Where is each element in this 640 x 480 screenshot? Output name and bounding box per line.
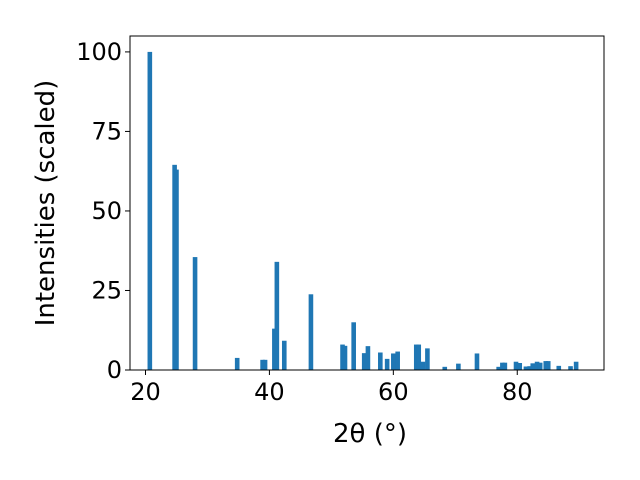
bar (545, 361, 551, 370)
bar (568, 366, 573, 370)
bar (342, 345, 348, 370)
bar (308, 294, 314, 370)
bar (420, 361, 426, 370)
bar (474, 353, 480, 370)
bar (543, 361, 549, 370)
x-tick-label: 40 (254, 378, 285, 406)
bar (534, 361, 540, 370)
bar (517, 363, 523, 370)
y-tick-label: 25 (91, 276, 122, 304)
bar (502, 362, 508, 370)
bar (174, 169, 179, 370)
bar (527, 366, 532, 370)
y-axis-label: Intensities (scaled) (31, 80, 61, 327)
y-tick-label: 50 (91, 197, 122, 225)
bar (556, 365, 562, 370)
bar (340, 344, 345, 370)
bar (351, 322, 356, 370)
x-tick-label: 80 (502, 378, 533, 406)
plot-area (130, 36, 604, 370)
bars-group (147, 51, 579, 371)
bar (442, 366, 448, 370)
x-tick-label: 20 (130, 378, 161, 406)
bar (378, 352, 383, 370)
bar (496, 366, 501, 370)
bar (425, 348, 430, 370)
bar (413, 344, 419, 370)
y-tick-label: 75 (91, 117, 122, 145)
bar (523, 366, 529, 370)
bar (384, 358, 390, 370)
bar (395, 351, 400, 370)
bar (147, 51, 153, 371)
bar (192, 257, 198, 370)
bar (260, 359, 265, 370)
bar (500, 362, 505, 370)
x-axis-label: 2θ (°) (333, 419, 407, 449)
bar (262, 359, 268, 370)
bar (391, 353, 396, 370)
bar (234, 357, 240, 370)
y-tick-label: 0 (107, 356, 122, 384)
bar (365, 346, 371, 370)
bar (416, 344, 422, 370)
bar (573, 361, 579, 370)
bar (272, 328, 277, 370)
bar (456, 363, 461, 370)
y-axis: 0 25 50 75 100 (76, 38, 130, 384)
x-tick-label: 60 (378, 378, 409, 406)
bar (361, 353, 367, 370)
bar (537, 362, 543, 370)
bar (274, 261, 280, 370)
x-axis: 20 40 60 80 (130, 370, 533, 406)
plot-frame (129, 35, 605, 371)
bar (530, 363, 536, 370)
bar (513, 361, 519, 370)
bar (281, 340, 287, 370)
y-tick-label: 100 (76, 38, 122, 66)
